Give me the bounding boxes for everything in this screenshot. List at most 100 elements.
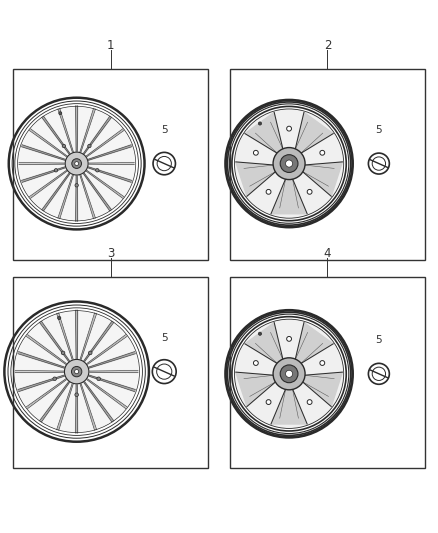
Circle shape bbox=[286, 370, 293, 377]
Circle shape bbox=[258, 122, 261, 125]
Text: 5: 5 bbox=[161, 125, 168, 135]
Circle shape bbox=[75, 161, 78, 166]
Circle shape bbox=[234, 319, 344, 429]
Ellipse shape bbox=[18, 107, 135, 220]
Circle shape bbox=[88, 351, 92, 355]
Circle shape bbox=[254, 150, 258, 155]
Polygon shape bbox=[245, 322, 283, 364]
Text: 5: 5 bbox=[161, 333, 168, 343]
Polygon shape bbox=[80, 175, 95, 219]
Circle shape bbox=[258, 332, 261, 335]
Polygon shape bbox=[21, 167, 65, 182]
Polygon shape bbox=[86, 171, 124, 198]
Circle shape bbox=[74, 369, 79, 374]
Ellipse shape bbox=[368, 153, 389, 174]
Circle shape bbox=[58, 317, 61, 320]
Ellipse shape bbox=[65, 152, 88, 175]
Circle shape bbox=[307, 189, 312, 194]
Circle shape bbox=[97, 377, 100, 381]
Polygon shape bbox=[21, 145, 65, 160]
Polygon shape bbox=[87, 379, 127, 409]
Circle shape bbox=[75, 393, 78, 397]
Text: 3: 3 bbox=[107, 247, 114, 260]
Circle shape bbox=[88, 144, 91, 148]
Polygon shape bbox=[271, 179, 307, 214]
Circle shape bbox=[286, 126, 292, 131]
Circle shape bbox=[286, 336, 292, 341]
Circle shape bbox=[53, 377, 57, 381]
Polygon shape bbox=[83, 173, 111, 211]
Polygon shape bbox=[57, 384, 73, 430]
Polygon shape bbox=[76, 106, 78, 151]
Text: 5: 5 bbox=[375, 335, 382, 345]
Bar bbox=[230, 69, 425, 260]
Text: 2: 2 bbox=[324, 39, 331, 52]
Polygon shape bbox=[15, 370, 64, 373]
Polygon shape bbox=[302, 372, 343, 407]
Polygon shape bbox=[84, 382, 113, 422]
Polygon shape bbox=[40, 382, 70, 422]
Polygon shape bbox=[86, 129, 124, 157]
Polygon shape bbox=[76, 176, 78, 221]
Circle shape bbox=[71, 367, 82, 377]
Polygon shape bbox=[295, 112, 333, 154]
Polygon shape bbox=[89, 163, 134, 165]
Polygon shape bbox=[89, 375, 135, 392]
Polygon shape bbox=[80, 384, 97, 430]
Circle shape bbox=[273, 358, 305, 390]
Bar bbox=[230, 278, 425, 468]
Ellipse shape bbox=[153, 152, 176, 175]
Polygon shape bbox=[302, 162, 343, 196]
Polygon shape bbox=[84, 321, 113, 361]
Polygon shape bbox=[42, 116, 70, 154]
Polygon shape bbox=[80, 108, 95, 152]
Polygon shape bbox=[89, 352, 135, 368]
Polygon shape bbox=[88, 145, 132, 160]
Polygon shape bbox=[58, 108, 74, 152]
Circle shape bbox=[72, 159, 81, 168]
Circle shape bbox=[62, 144, 66, 148]
Polygon shape bbox=[26, 335, 67, 365]
Circle shape bbox=[75, 183, 78, 187]
Circle shape bbox=[280, 155, 298, 173]
Circle shape bbox=[254, 361, 258, 366]
Text: 4: 4 bbox=[324, 247, 331, 260]
Polygon shape bbox=[40, 321, 70, 361]
Text: 5: 5 bbox=[375, 125, 382, 135]
Bar bbox=[13, 69, 208, 260]
Polygon shape bbox=[18, 352, 64, 368]
Polygon shape bbox=[19, 163, 64, 165]
Polygon shape bbox=[88, 167, 132, 182]
Circle shape bbox=[280, 365, 298, 383]
Polygon shape bbox=[271, 389, 307, 424]
Circle shape bbox=[266, 400, 271, 405]
Polygon shape bbox=[76, 385, 78, 433]
Polygon shape bbox=[29, 129, 67, 157]
Circle shape bbox=[234, 109, 344, 218]
Circle shape bbox=[320, 361, 325, 366]
Polygon shape bbox=[236, 162, 276, 196]
Circle shape bbox=[61, 351, 65, 355]
Polygon shape bbox=[42, 173, 70, 211]
Polygon shape bbox=[80, 313, 97, 359]
Circle shape bbox=[95, 168, 99, 172]
Circle shape bbox=[286, 160, 293, 167]
Circle shape bbox=[59, 112, 62, 115]
Polygon shape bbox=[76, 310, 78, 359]
Text: 1: 1 bbox=[107, 39, 114, 52]
Ellipse shape bbox=[64, 359, 89, 384]
Polygon shape bbox=[58, 175, 74, 219]
Ellipse shape bbox=[368, 364, 389, 384]
Polygon shape bbox=[295, 322, 333, 364]
Polygon shape bbox=[18, 375, 64, 392]
Polygon shape bbox=[57, 313, 73, 359]
Polygon shape bbox=[29, 171, 67, 198]
Circle shape bbox=[320, 150, 325, 155]
Polygon shape bbox=[26, 379, 67, 409]
Bar bbox=[13, 278, 208, 468]
Ellipse shape bbox=[14, 311, 139, 432]
Circle shape bbox=[54, 168, 58, 172]
Circle shape bbox=[307, 400, 312, 405]
Polygon shape bbox=[245, 112, 283, 154]
Circle shape bbox=[273, 148, 305, 180]
